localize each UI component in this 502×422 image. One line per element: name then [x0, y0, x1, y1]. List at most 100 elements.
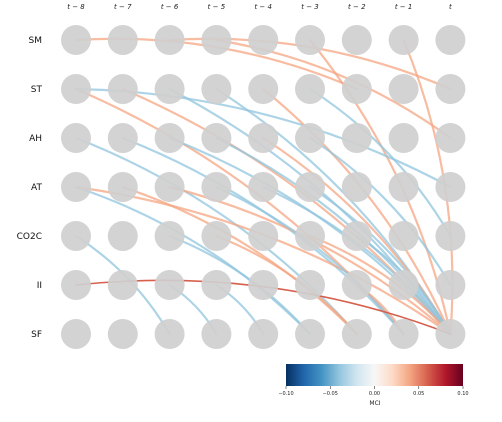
node — [435, 123, 466, 153]
node — [61, 123, 91, 153]
variable-label: SM — [29, 36, 42, 46]
link-edge — [308, 234, 452, 336]
node — [154, 319, 185, 349]
colorbar-gradient — [286, 364, 463, 386]
colorbar-tick-label: −0.10 — [278, 391, 293, 397]
variable-label: CO2C — [17, 232, 42, 242]
link-edge — [262, 87, 452, 336]
node — [154, 270, 185, 300]
time-label: t − 2 — [348, 3, 366, 11]
node — [341, 123, 372, 153]
link-edge — [215, 136, 452, 336]
colorbar-label: MCI — [369, 400, 380, 407]
node — [201, 74, 232, 104]
link-edge — [168, 87, 452, 336]
node — [201, 25, 232, 55]
link-edge — [215, 185, 405, 336]
node — [341, 221, 372, 251]
node — [435, 172, 466, 202]
node — [341, 172, 372, 202]
variable-labels: SM ST AH AT CO2C II SF — [17, 36, 43, 340]
variable-label: SF — [31, 330, 42, 340]
time-label: t − 6 — [161, 3, 179, 11]
node — [341, 74, 372, 104]
time-labels: t − 8 t − 7 t − 6 t − 5 t − 4 t − 3 t − 2 t − 1… — [67, 3, 452, 11]
node — [295, 172, 325, 202]
colorbar-tick-label: 0.00 — [369, 391, 380, 397]
node — [107, 25, 138, 55]
colorbar-ticks: −0.10 −0.05 0.00 0.05 0.10 — [278, 386, 469, 397]
link-edge — [215, 234, 358, 336]
time-label: t — [449, 3, 452, 11]
node — [248, 25, 279, 55]
node — [388, 221, 419, 251]
colorbar-tick-label: 0.05 — [413, 391, 424, 397]
nodes — [61, 25, 466, 349]
node — [295, 221, 325, 251]
node — [61, 172, 91, 202]
node — [61, 74, 91, 104]
node — [201, 172, 232, 202]
node — [154, 172, 185, 202]
node — [107, 172, 138, 202]
links — [74, 37, 454, 336]
time-label: t − 5 — [208, 3, 226, 11]
node — [435, 270, 466, 300]
time-label: t − 7 — [114, 3, 132, 11]
node — [295, 74, 325, 104]
time-label: t − 1 — [395, 3, 413, 11]
node — [61, 319, 91, 349]
node — [295, 270, 325, 300]
link-edge — [74, 185, 312, 336]
node — [154, 74, 185, 104]
variable-label: AT — [31, 183, 42, 193]
node — [154, 221, 185, 251]
node — [154, 123, 185, 153]
node — [388, 74, 419, 104]
variable-label: AH — [29, 134, 42, 144]
node — [61, 221, 91, 251]
node — [435, 319, 466, 349]
colorbar: −0.10 −0.05 0.00 0.05 0.10 MCI — [278, 364, 469, 407]
link-edge — [308, 87, 452, 238]
node — [341, 270, 372, 300]
node — [341, 25, 372, 55]
node — [248, 221, 279, 251]
node — [435, 25, 466, 55]
node — [201, 319, 232, 349]
node — [388, 270, 419, 300]
link-edge — [215, 38, 452, 140]
node — [295, 319, 325, 349]
node — [388, 172, 419, 202]
node — [388, 25, 419, 55]
node — [388, 123, 419, 153]
node — [107, 221, 138, 251]
node — [248, 319, 279, 349]
node — [61, 25, 91, 55]
node — [435, 74, 466, 104]
variable-label: II — [37, 281, 42, 291]
link-edge — [168, 234, 312, 336]
node — [107, 270, 138, 300]
node — [248, 270, 279, 300]
node — [341, 319, 372, 349]
colorbar-tick-label: 0.10 — [457, 391, 468, 397]
node — [295, 25, 325, 55]
node — [248, 74, 279, 104]
colorbar-tick-label: −0.05 — [323, 391, 338, 397]
link-edge — [121, 185, 358, 336]
node — [201, 123, 232, 153]
node — [154, 25, 185, 55]
node — [201, 270, 232, 300]
node — [61, 270, 91, 300]
time-label: t − 3 — [301, 3, 319, 11]
node — [295, 123, 325, 153]
variable-label: ST — [31, 85, 43, 95]
node — [248, 172, 279, 202]
node — [248, 123, 279, 153]
node — [388, 319, 419, 349]
node — [107, 123, 138, 153]
node — [107, 74, 138, 104]
node — [107, 319, 138, 349]
